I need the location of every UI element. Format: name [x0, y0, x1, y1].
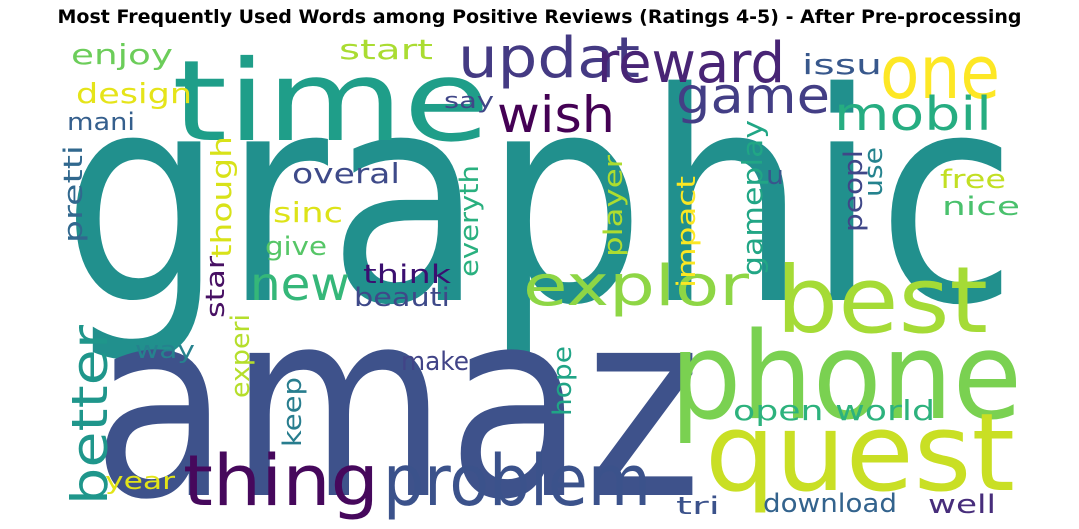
word: explor	[523, 254, 750, 319]
word: one	[880, 30, 1000, 116]
word: start	[339, 33, 433, 66]
word: sinc	[273, 196, 343, 229]
word: issu	[802, 48, 882, 81]
word: new	[250, 257, 350, 311]
word: best	[776, 247, 988, 354]
word: make	[401, 347, 469, 377]
word: wish	[497, 86, 615, 144]
word: way	[135, 336, 195, 364]
word: impact	[672, 176, 702, 288]
word: pretti	[59, 145, 89, 243]
word: player	[599, 155, 629, 257]
word: quest	[705, 391, 1015, 516]
word: beauti	[354, 283, 450, 313]
word: problem	[383, 440, 651, 522]
word: updat	[458, 26, 640, 91]
word: think	[363, 260, 451, 290]
word: mobil	[834, 87, 992, 141]
word: overal	[292, 157, 400, 190]
word: time	[172, 37, 490, 167]
word: say	[444, 89, 494, 114]
word: download	[763, 489, 897, 519]
word: design	[76, 77, 192, 110]
word: though	[205, 136, 238, 258]
word: use	[859, 147, 889, 197]
word: hope	[548, 346, 578, 416]
word: open world	[733, 394, 935, 427]
word: peopl	[839, 150, 869, 232]
word: better	[61, 324, 119, 505]
word: nice	[942, 192, 1020, 222]
word: well	[928, 490, 996, 520]
word: gameplay	[736, 120, 769, 276]
word: enjoy	[71, 38, 173, 71]
word: give	[265, 232, 327, 262]
word: u	[766, 161, 784, 191]
word: reward	[597, 31, 785, 96]
word: year	[105, 467, 175, 495]
word: amaz	[92, 255, 702, 529]
word: free	[940, 165, 1006, 195]
chart-title: Most Frequently Used Words among Positiv…	[57, 6, 1022, 28]
word: keep	[278, 377, 308, 447]
word: everyth	[455, 165, 485, 277]
word: graphic	[62, 32, 1017, 369]
word: mani	[67, 108, 135, 136]
word: tri	[676, 492, 720, 520]
word: experi	[226, 314, 256, 398]
word: phone	[670, 308, 1022, 447]
word: star	[201, 256, 231, 318]
word: game	[676, 67, 830, 125]
word: thing	[183, 440, 379, 522]
